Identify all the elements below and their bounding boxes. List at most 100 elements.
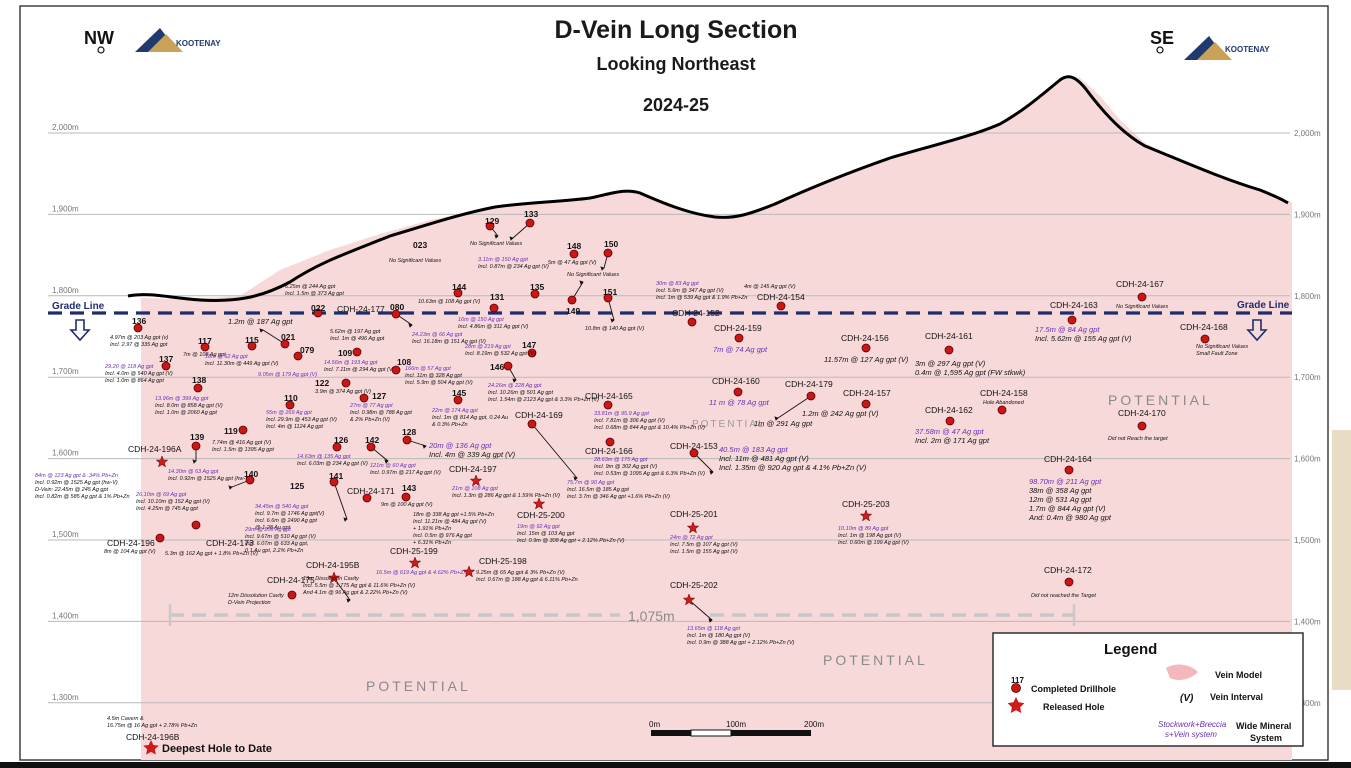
- legend-sample-number: 117: [1011, 676, 1024, 685]
- drillhole-marker-icon: [293, 351, 303, 361]
- intercept-text: 18m @ 62 Ag gpt: [205, 354, 248, 360]
- intercept-text: & 0.3% Pb+Zn: [432, 422, 468, 428]
- hole-149: 149: [566, 295, 580, 316]
- intercept-text: Incl. 7.81m @ 306 Ag gpt (V): [594, 418, 665, 424]
- intercept-text: No Significant Values: [1196, 344, 1248, 350]
- released-hole-star-icon: [462, 565, 476, 578]
- intercept-text: 3.9m @ 374 Ag gpt (V): [315, 389, 371, 395]
- potential-label-center: POTENTIAL: [823, 652, 928, 668]
- intercept-text: 12m @ 531 Ag gpt: [1029, 495, 1092, 504]
- intercept-text: 33.81m @ 95.9 Ag gpt: [594, 411, 649, 417]
- drillhole-marker-icon: [530, 289, 540, 299]
- intercept-text: Incl. 1.5m @ 1395 Ag gpt: [212, 447, 274, 453]
- intercept-text: 13.96m @ 399 Ag gpt: [155, 396, 209, 402]
- hole-cdh-24-158: CDH-24-158 Hole Abandoned: [980, 388, 1028, 415]
- intercept-text: 38m @ 358 Ag gpt: [1029, 486, 1092, 495]
- compass-nw-marker: [97, 46, 105, 54]
- trace-arrowhead-icon: [228, 485, 233, 490]
- intercept-text: Incl. 3.7m @ 346 Ag gpt +1.6% Pb+Zn (V): [567, 494, 670, 500]
- hole-id: 021: [281, 332, 295, 342]
- hole-id: CDH-24-153: [670, 441, 718, 451]
- elevation-label-left: 1,400m: [52, 611, 79, 620]
- hole-id: 143: [402, 483, 416, 493]
- hole-id: 080: [390, 302, 404, 312]
- hole-id: CDH-24-166: [585, 446, 633, 456]
- svg-text:Deepest Hole to Date: Deepest Hole to Date: [162, 743, 272, 755]
- hole-id: CDH-25-201: [670, 509, 718, 519]
- hole-id: CDH-24-171: [347, 486, 395, 496]
- intercept-text: Incl. 9.67m @ 510 Ag gpt (V): [245, 534, 316, 540]
- vein-model-area: [141, 75, 1292, 760]
- hole-id: 149: [566, 306, 580, 316]
- intercept-text: 1.7m @ 844 Ag gpt (V): [1029, 504, 1106, 513]
- drillhole-marker-icon: [861, 343, 871, 353]
- intercept-text: Incl. 0.97m @ 217 Ag gpt (V): [370, 470, 441, 476]
- intercept-text: 75.7m @ 90 Ag gpt: [567, 480, 615, 486]
- drillhole-marker-icon: [155, 533, 165, 543]
- drillhole-marker-icon: [776, 301, 786, 311]
- drillhole-marker-icon: [341, 378, 351, 388]
- intercept-text: 11.57m @ 127 Ag gpt (V): [824, 355, 909, 364]
- hole-cdh-24-167: CDH-24-167 No Significant Values: [1116, 279, 1168, 310]
- drillhole-marker-icon: [806, 391, 816, 401]
- drillhole-marker-icon: [861, 399, 871, 409]
- hole-id: 128: [402, 427, 416, 437]
- intercept-text: @ 1.28 Au gpt: [255, 525, 291, 531]
- intercept-text: Incl. 2.97 @ 335 Ag gpt: [110, 342, 168, 348]
- intercept-text: Incl. 10.26m @ 501 Ag gpt: [488, 390, 553, 396]
- intercept-text: 12m Dissolution Cavity: [228, 593, 285, 599]
- drillhole-marker-icon: [605, 437, 615, 447]
- intercept-text: No Significant Values: [567, 272, 619, 278]
- intercept-text: 1.2m @ 242 Ag gpt (V): [802, 409, 879, 418]
- intercept-text: 7.74m @ 416 Ag gpt (V): [212, 440, 271, 446]
- intercept-text: No Significant Values: [470, 241, 522, 247]
- intercept-text: Incl. 16.18m @ 151 Ag gpt (V): [412, 339, 486, 345]
- hole-cdh-24-154: CDH-24-154 4m @ 145 Ag gpt (V): [744, 284, 805, 311]
- compass-nw: NW: [84, 28, 114, 48]
- intercept-text: 30m @ 83 Ag gpt: [656, 281, 699, 287]
- drill-holes: 136 4.97m @ 203 Ag gpt (v)Incl. 2.97 @ 33…: [35, 209, 1248, 742]
- hole-023: 023 No Significant Values: [389, 240, 441, 264]
- intercept-text: 0.4m @ 1,595 Ag gpt (FW stkwk): [915, 368, 1026, 377]
- intercept-text: Incl. 9m @ 302 Ag gpt (V): [594, 464, 657, 470]
- elevation-label-left: 1,500m: [52, 530, 79, 539]
- potential-label-left: POTENTIAL: [366, 678, 471, 694]
- intercept-text: 17.5m @ 84 Ag gpt: [1035, 325, 1100, 334]
- legend-vein-interval-symbol: (V): [1180, 693, 1194, 704]
- intercept-text: Incl. 1.5m @ 155 Ag gpt (V): [670, 549, 738, 555]
- topography-line: [127, 75, 1289, 302]
- intercept-text: 5.62m @ 197 Ag gpt: [330, 329, 381, 335]
- hole-id: 136: [132, 316, 146, 326]
- intercept-text: Incl. 0.82m @ 585 Ag gpt & 1% Pb+Zn: [35, 494, 130, 500]
- drillhole-marker-icon: [1137, 421, 1147, 431]
- intercept-text: 10.10m @ 89 Ag gpt: [838, 526, 889, 532]
- drillhole-marker-icon: [191, 441, 201, 451]
- drillhole-marker-icon: [313, 308, 323, 318]
- drillhole-marker-icon: [161, 361, 171, 371]
- intercept-text: Incl. 2m @ 171 Ag gpt: [915, 436, 990, 445]
- drillhole-marker-icon: [1064, 577, 1074, 587]
- intercept-text: Incl. 5.9m @ 504 Ag gpt (V): [405, 380, 473, 386]
- hole-cdh-24-179: CDH-24-179 1m @ 291 Ag gpt: [754, 379, 833, 428]
- distance-label: 1,075m: [628, 608, 675, 624]
- released-hole-star-icon: [859, 509, 873, 522]
- legend-box: Legend 117 Completed Drillhole Released …: [992, 632, 1304, 747]
- drillhole-marker-icon: [1137, 292, 1147, 302]
- drillhole-marker-icon: [527, 348, 537, 358]
- intercept-text: Incl. 16.5m @ 185 Ag gpt: [567, 487, 629, 493]
- trace-cdh-24-179: [777, 395, 812, 419]
- diagram-subtitle: Looking Northeast: [596, 54, 755, 74]
- hole-id: 150: [604, 239, 618, 249]
- trace-arrowhead-icon: [512, 378, 517, 383]
- drillhole-marker-icon: [133, 323, 143, 333]
